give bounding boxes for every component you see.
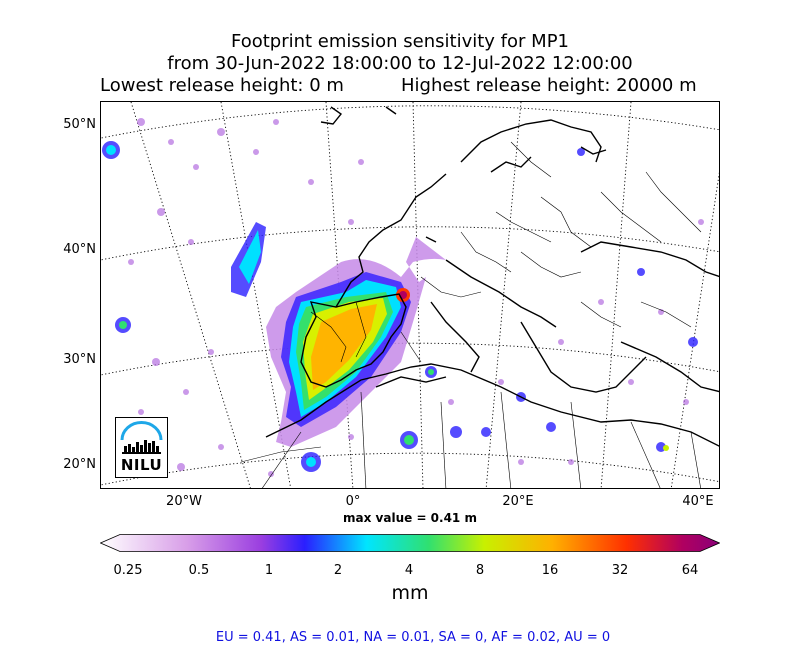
highest-release-height: Highest release height: 20000 m: [401, 75, 697, 96]
coastline: [265, 106, 719, 447]
colorbar-tick-2: 2: [333, 563, 343, 578]
colorbar-tick-0.25: 0.25: [113, 563, 143, 578]
map-title: Footprint emission sensitivity for MP1: [230, 31, 569, 52]
nilu-logo: NILU: [115, 417, 168, 478]
max-value-label: max value = 0.41 m: [343, 511, 477, 525]
colorbar-tick-4: 4: [404, 563, 414, 578]
colorbar-tick-1: 1: [264, 563, 274, 578]
footprint-field: [102, 141, 698, 472]
nilu-logo-mark: [120, 421, 163, 454]
colorbar-tick-0.5: 0.5: [188, 563, 210, 578]
lat-label-50n: 50°N: [63, 117, 96, 132]
lon-label-40e: 40°E: [682, 494, 714, 509]
colorbar-unit: mm: [391, 582, 429, 604]
colorbar-tick-8: 8: [475, 563, 485, 578]
map-panel: [100, 101, 720, 489]
country-borders: [240, 141, 702, 488]
graticule: [101, 102, 719, 488]
colorbar: [100, 534, 720, 552]
colorbar-tick-16: 16: [541, 563, 559, 578]
map-period: from 30-Jun-2022 18:00:00 to 12-Jul-2022…: [167, 53, 633, 74]
lon-label-20w: 20°W: [166, 494, 202, 509]
footprint-speckle: [128, 118, 704, 477]
nilu-logo-text: NILU: [120, 456, 163, 474]
lon-label-0: 0°: [345, 494, 361, 509]
colorbar-tick-64: 64: [681, 563, 699, 578]
colorbar-gradient: [100, 534, 720, 552]
region-summary: EU = 0.41, AS = 0.01, NA = 0.01, SA = 0,…: [215, 630, 611, 645]
lat-label-40n: 40°N: [63, 242, 96, 257]
lon-label-20e: 20°E: [502, 494, 534, 509]
lowest-release-height: Lowest release height: 0 m: [100, 75, 344, 96]
lat-label-20n: 20°N: [63, 457, 96, 472]
colorbar-tick-32: 32: [611, 563, 629, 578]
lat-label-30n: 30°N: [63, 352, 96, 367]
map-canvas: [101, 102, 719, 488]
